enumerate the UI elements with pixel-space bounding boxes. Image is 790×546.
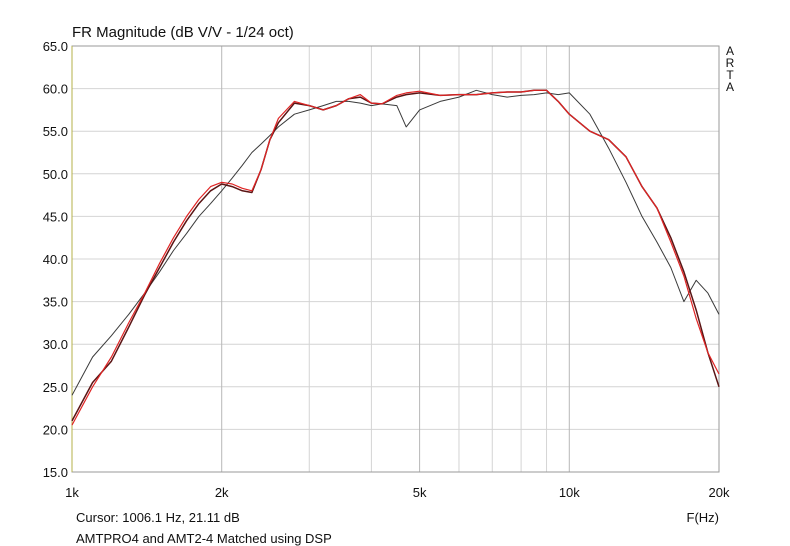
y-tick-label: 65.0: [43, 39, 68, 54]
x-tick-label: 5k: [413, 485, 427, 500]
y-tick-label: 15.0: [43, 465, 68, 480]
chart-title: FR Magnitude (dB V/V - 1/24 oct): [72, 24, 294, 41]
brand: ARTA: [723, 44, 737, 92]
y-tick-label: 40.0: [43, 252, 68, 267]
x-tick-label: 10k: [559, 485, 580, 500]
y-tick-label: 55.0: [43, 124, 68, 139]
y-tick-label: 25.0: [43, 380, 68, 395]
y-tick-label: 20.0: [43, 422, 68, 437]
y-tick-label: 60.0: [43, 82, 68, 97]
x-tick-label: 1k: [65, 485, 79, 500]
cursor-readout: Cursor: 1006.1 Hz, 21.11 dB: [76, 510, 240, 525]
y-tick-label: 30.0: [43, 337, 68, 352]
x-axis-label: F(Hz): [686, 510, 720, 525]
series-line: [71, 89, 720, 422]
y-tick-label: 50.0: [43, 167, 68, 182]
y-tick-label: 35.0: [43, 295, 68, 310]
series-line: [71, 89, 720, 396]
x-tick-label: 20k: [709, 485, 730, 500]
x-tick-label: 2k: [215, 485, 229, 500]
y-tick-label: 45.0: [43, 209, 68, 224]
series-line: [71, 89, 720, 426]
caption: AMTPRO4 and AMT2-4 Matched using DSP: [76, 531, 332, 546]
